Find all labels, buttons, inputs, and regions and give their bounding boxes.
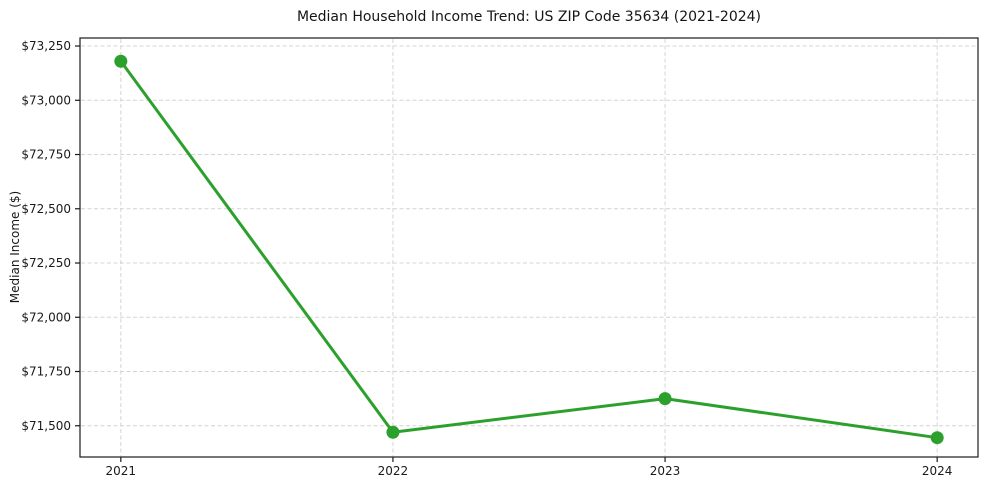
x-tick-label: 2022 <box>378 464 409 478</box>
y-tick-label: $73,000 <box>21 93 71 107</box>
data-point <box>658 392 672 406</box>
x-tick-label: 2024 <box>922 464 953 478</box>
chart-title: Median Household Income Trend: US ZIP Co… <box>296 9 762 25</box>
data-point <box>386 425 400 439</box>
y-tick-label: $72,000 <box>21 310 71 324</box>
y-tick-label: $71,500 <box>21 419 71 433</box>
y-tick-label: $72,500 <box>21 202 71 216</box>
data-point <box>114 54 128 68</box>
y-tick-label: $72,750 <box>21 148 71 162</box>
data-point <box>930 431 944 445</box>
y-tick-label: $71,750 <box>21 365 71 379</box>
x-tick-label: 2021 <box>106 464 137 478</box>
y-tick-label: $72,250 <box>21 256 71 270</box>
trend-line <box>119 59 939 440</box>
x-tick-label: 2023 <box>650 464 681 478</box>
y-tick-label: $73,250 <box>21 39 71 53</box>
plot-border <box>79 37 979 458</box>
